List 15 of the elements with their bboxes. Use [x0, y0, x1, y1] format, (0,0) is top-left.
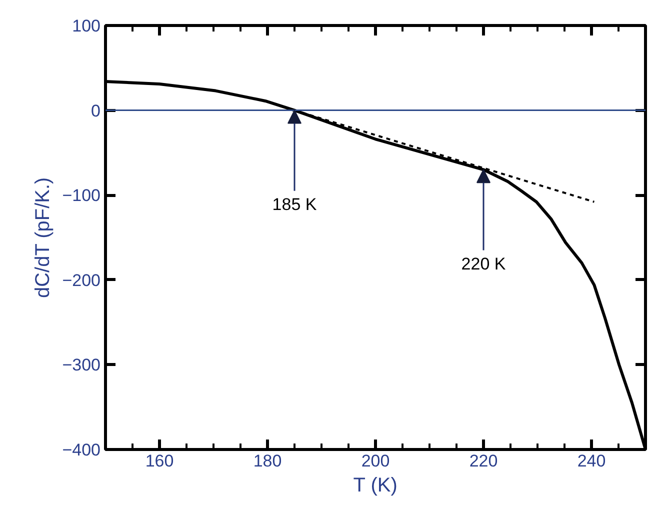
y-tick-label: 0: [91, 101, 101, 120]
y-axis-title: dC/dT (pF/K.): [32, 177, 54, 298]
y-tick-label: 100: [72, 16, 101, 36]
x-tick-label: 240: [577, 452, 606, 470]
y-tick-label: −100: [62, 186, 101, 206]
annotation: 185 K: [272, 195, 318, 214]
x-axis-title: T (K): [353, 474, 398, 496]
x-tick-label: 200: [361, 452, 390, 470]
x-tick-label: 160: [145, 452, 174, 470]
x-tick-label: 220: [469, 452, 498, 470]
x-tick-label: 180: [253, 452, 282, 470]
annotation: 220 K: [461, 254, 506, 274]
y-tick-label: −300: [62, 356, 101, 375]
y-tick-label: −200: [62, 270, 101, 290]
y-tick-label: −400: [62, 440, 101, 460]
